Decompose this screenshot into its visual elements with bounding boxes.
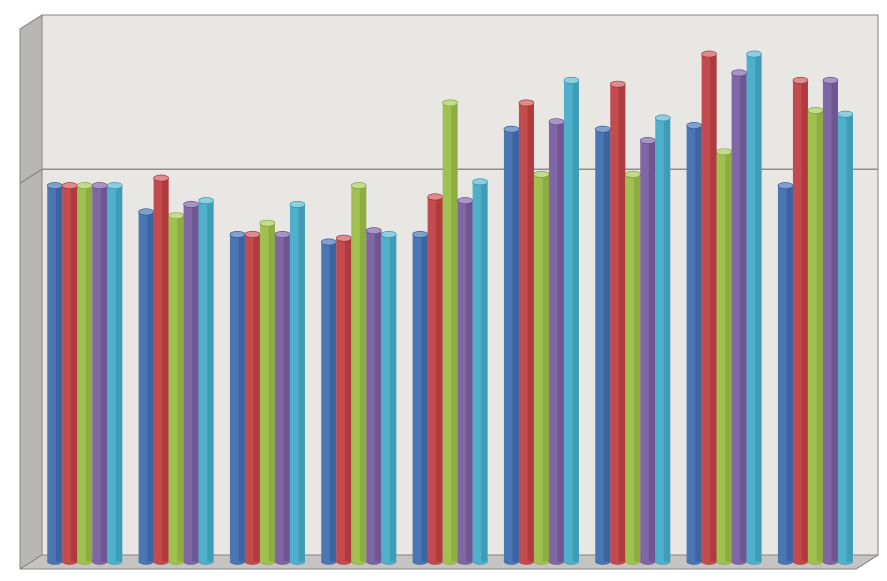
bar-blue xyxy=(47,182,62,564)
bar-green xyxy=(260,220,275,564)
bar-group xyxy=(139,175,214,565)
bar-blue xyxy=(230,231,245,564)
bar-green xyxy=(808,107,823,564)
bar-blue xyxy=(687,122,702,564)
bar-red xyxy=(702,51,717,565)
bar-group xyxy=(321,182,396,564)
bar-red xyxy=(245,231,260,564)
bar-cyan xyxy=(655,115,670,565)
bar-group xyxy=(47,182,122,564)
bar-purple xyxy=(458,197,473,564)
bar-red xyxy=(610,81,625,564)
bar-green xyxy=(534,171,549,564)
bar-red xyxy=(519,100,534,565)
bar-blue xyxy=(139,209,154,565)
bar-red xyxy=(793,77,808,564)
bar-green xyxy=(77,182,92,564)
bar-purple xyxy=(184,201,199,564)
bar-green xyxy=(351,182,366,564)
bar-cyan xyxy=(107,182,122,564)
bar-blue xyxy=(595,126,610,564)
bar-green xyxy=(625,171,640,564)
bar-cyan xyxy=(564,77,579,564)
chart-svg xyxy=(0,0,887,581)
bar-cyan xyxy=(473,179,488,565)
bar-red xyxy=(336,235,351,564)
bar-blue xyxy=(413,231,428,564)
bar-purple xyxy=(640,137,655,564)
bar-red xyxy=(154,175,169,565)
bar-group xyxy=(230,201,305,564)
bar-purple xyxy=(366,228,381,565)
bar-chart-3d xyxy=(0,0,887,581)
bar-cyan xyxy=(838,111,853,564)
bar-cyan xyxy=(381,231,396,564)
bar-green xyxy=(169,212,184,564)
bar-purple xyxy=(92,182,107,564)
bar-cyan xyxy=(747,51,762,565)
bar-purple xyxy=(732,70,747,565)
bar-blue xyxy=(504,126,519,564)
bar-cyan xyxy=(199,197,214,564)
bar-cyan xyxy=(290,201,305,564)
bar-red xyxy=(62,182,77,564)
bar-purple xyxy=(275,231,290,564)
bar-blue xyxy=(321,239,336,565)
bar-purple xyxy=(549,119,564,565)
bar-purple xyxy=(823,77,838,564)
bar-blue xyxy=(778,182,793,564)
bar-green xyxy=(717,149,732,565)
bar-green xyxy=(443,100,458,565)
bar-red xyxy=(428,194,443,565)
